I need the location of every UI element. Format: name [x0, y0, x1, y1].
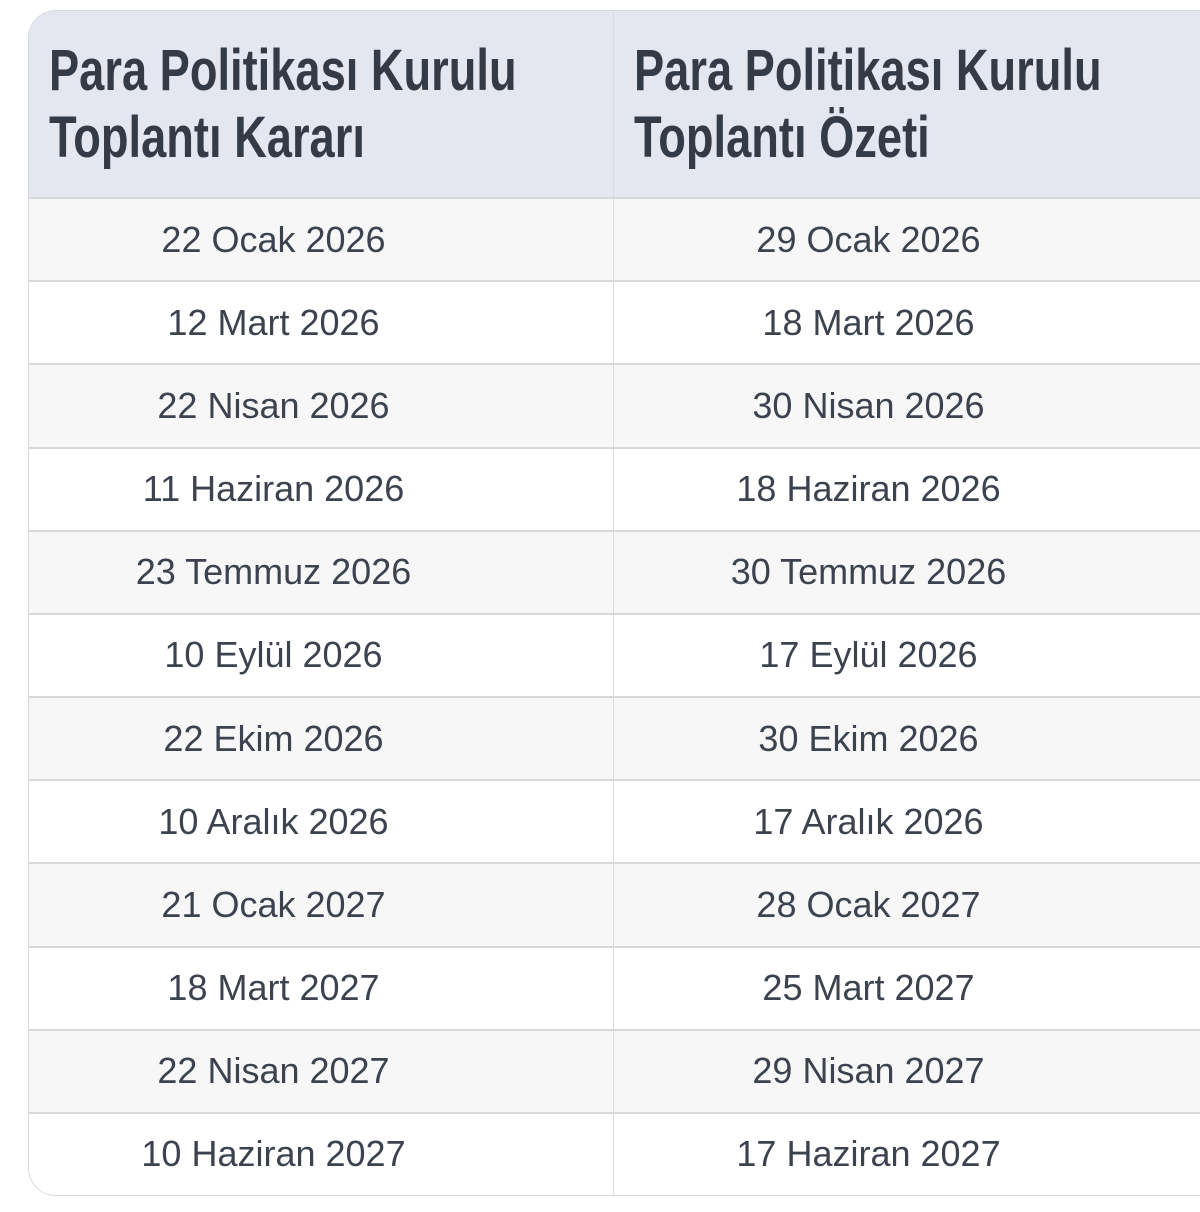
table-row: 22 Nisan 2027 29 Nisan 2027 — [29, 1028, 1200, 1112]
decision-date-cell: 10 Eylül 2026 — [29, 614, 614, 697]
header-cell-decision: Para Politikası Kurulu Toplantı Kararı — [29, 11, 614, 197]
decision-date-cell: 18 Mart 2027 — [29, 947, 614, 1029]
table-row: 10 Aralık 2026 17 Aralık 2026 — [29, 779, 1200, 863]
summary-date-cell: 18 Haziran 2026 — [736, 468, 1001, 510]
summary-date-cell: 17 Haziran 2027 — [736, 1133, 1001, 1175]
decision-date-cell: 23 Temmuz 2026 — [29, 531, 614, 613]
table-row: 10 Haziran 2027 17 Haziran 2027 — [29, 1111, 1200, 1195]
decision-date-cell: 21 Ocak 2027 — [29, 864, 614, 946]
decision-date-cell: 22 Ekim 2026 — [29, 698, 614, 780]
summary-date-cell: 18 Mart 2026 — [762, 301, 975, 343]
table-header-row: Para Politikası Kurulu Toplantı Kararı P… — [29, 11, 1200, 197]
table-row: 22 Ocak 2026 29 Ocak 2026 — [29, 197, 1200, 281]
summary-date-cell: 29 Nisan 2027 — [752, 1050, 985, 1092]
summary-date-cell: 30 Nisan 2026 — [752, 384, 985, 426]
summary-date-cell: 25 Mart 2027 — [762, 967, 975, 1009]
table-body: 22 Ocak 2026 29 Ocak 2026 12 Mart 2026 18 M… — [29, 197, 1200, 1195]
header-cell-summary: Para Politikası Kurulu Toplantı Özeti — [614, 11, 1200, 197]
summary-date-cell: 30 Temmuz 2026 — [730, 551, 1007, 593]
decision-date-cell: 10 Haziran 2027 — [29, 1113, 614, 1195]
summary-date-cell: 30 Ekim 2026 — [758, 717, 979, 759]
meeting-schedule-table: Para Politikası Kurulu Toplantı Kararı P… — [28, 10, 1200, 1196]
summary-date-cell: 17 Aralık 2026 — [753, 800, 984, 842]
decision-date-cell: 11 Haziran 2026 — [29, 448, 614, 530]
decision-date-cell: 22 Nisan 2027 — [29, 1030, 614, 1112]
header-label-decision: Para Politikası Kurulu Toplantı Kararı — [49, 38, 517, 170]
decision-date-cell: 22 Ocak 2026 — [29, 199, 614, 281]
header-label-summary: Para Politikası Kurulu Toplantı Özeti — [634, 38, 1102, 170]
decision-date-cell: 12 Mart 2026 — [29, 282, 614, 364]
decision-date-cell: 10 Aralık 2026 — [29, 781, 614, 863]
summary-date-cell: 17 Eylül 2026 — [759, 634, 978, 676]
table-row: 21 Ocak 2027 28 Ocak 2027 — [29, 862, 1200, 946]
table-row: 18 Mart 2027 25 Mart 2027 — [29, 945, 1200, 1029]
table-row: 23 Temmuz 2026 30 Temmuz 2026 — [29, 529, 1200, 613]
table-row: 12 Mart 2026 18 Mart 2026 — [29, 280, 1200, 364]
decision-date-cell: 22 Nisan 2026 — [29, 365, 614, 447]
summary-date-cell: 28 Ocak 2027 — [756, 883, 981, 925]
table-row: 22 Ekim 2026 30 Ekim 2026 — [29, 696, 1200, 780]
table-row: 11 Haziran 2026 18 Haziran 2026 — [29, 446, 1200, 530]
table-row: 10 Eylül 2026 17 Eylül 2026 — [29, 612, 1200, 697]
summary-date-cell: 29 Ocak 2026 — [756, 218, 981, 260]
table-row: 22 Nisan 2026 30 Nisan 2026 — [29, 363, 1200, 447]
